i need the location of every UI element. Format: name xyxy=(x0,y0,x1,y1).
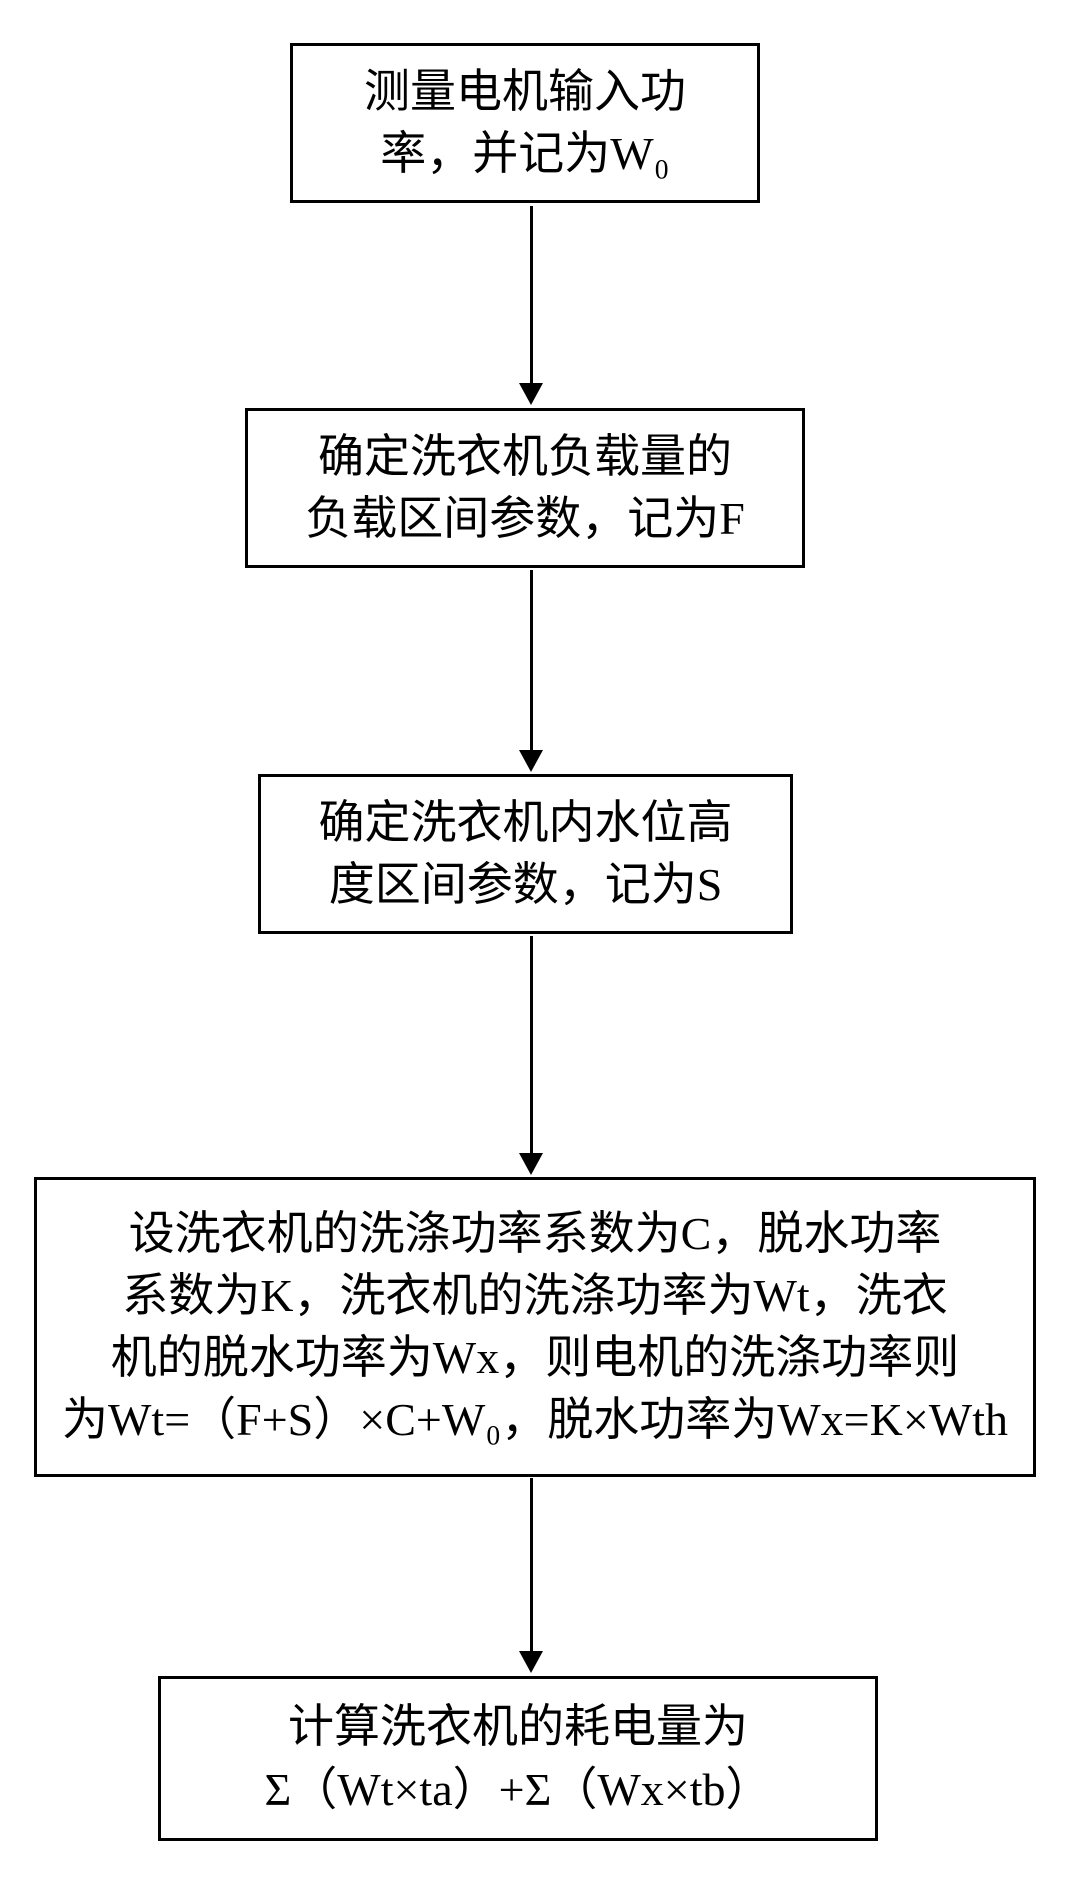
flowchart-box-5: 计算洗衣机的耗电量为 Σ（Wt×ta）+Σ（Wx×tb） xyxy=(158,1676,878,1841)
arrow-2 xyxy=(519,570,543,772)
arrow-1-head xyxy=(519,383,543,405)
arrow-3-line xyxy=(530,936,533,1153)
flowchart-box-1: 测量电机输入功 率，并记为W₀ xyxy=(290,43,760,203)
arrow-4-line xyxy=(530,1478,533,1651)
flowchart-box-2: 确定洗衣机负载量的 负载区间参数，记为F xyxy=(245,408,805,568)
flowchart-box-4: 设洗衣机的洗涤功率系数为C，脱水功率 系数为K，洗衣机的洗涤功率为Wt，洗衣 机… xyxy=(34,1177,1036,1477)
box-4-text: 设洗衣机的洗涤功率系数为C，脱水功率 系数为K，洗衣机的洗涤功率为Wt，洗衣 机… xyxy=(62,1203,1008,1451)
arrow-3 xyxy=(519,936,543,1175)
arrow-4 xyxy=(519,1478,543,1673)
box-2-text: 确定洗衣机负载量的 负载区间参数，记为F xyxy=(305,426,745,550)
flowchart-box-3: 确定洗衣机内水位高 度区间参数，记为S xyxy=(258,774,793,934)
box-1-text: 测量电机输入功 率，并记为W₀ xyxy=(364,61,686,185)
flowchart-container: 测量电机输入功 率，并记为W₀ 确定洗衣机负载量的 负载区间参数，记为F 确定洗… xyxy=(0,0,1088,1890)
arrow-1 xyxy=(519,206,543,405)
arrow-2-head xyxy=(519,750,543,772)
box-5-text: 计算洗衣机的耗电量为 Σ（Wt×ta）+Σ（Wx×tb） xyxy=(265,1696,772,1820)
arrow-2-line xyxy=(530,570,533,750)
arrow-1-line xyxy=(530,206,533,383)
box-3-text: 确定洗衣机内水位高 度区间参数，记为S xyxy=(319,792,733,916)
arrow-3-head xyxy=(519,1153,543,1175)
arrow-4-head xyxy=(519,1651,543,1673)
